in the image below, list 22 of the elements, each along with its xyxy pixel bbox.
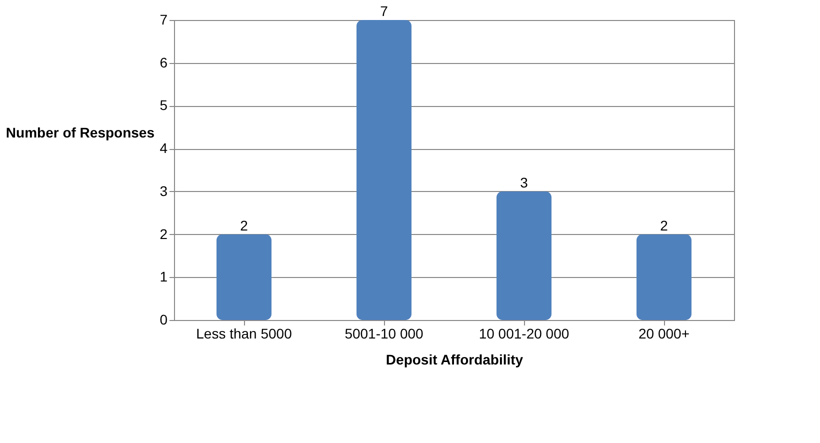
y-tick-label: 3 [160,182,168,199]
y-axis-title: Number of Responses [6,124,155,140]
x-tick-label: 10 001-20 000 [478,326,570,342]
data-label: 2 [660,217,668,234]
y-tick-label: 1 [160,268,168,285]
x-axis-title: Deposit Affordability [386,352,524,368]
y-tick-label: 6 [160,54,168,70]
y-tick-label: 2 [160,226,168,242]
y-tick-label: 7 [160,12,168,28]
bar [216,234,272,320]
y-tick-label: 4 [160,140,168,156]
x-tick-label: 20 000+ [638,326,690,342]
y-tick-label: 5 [160,97,168,114]
data-label: 3 [520,174,528,190]
x-tick-label: Less than 5000 [196,326,292,342]
data-label: 2 [240,217,248,234]
bar [636,234,692,320]
data-label: 7 [380,3,388,19]
bar [356,20,412,320]
y-tick-label: 0 [160,312,168,328]
x-tick-label: 5001-10 000 [344,326,424,342]
bar [496,191,552,320]
